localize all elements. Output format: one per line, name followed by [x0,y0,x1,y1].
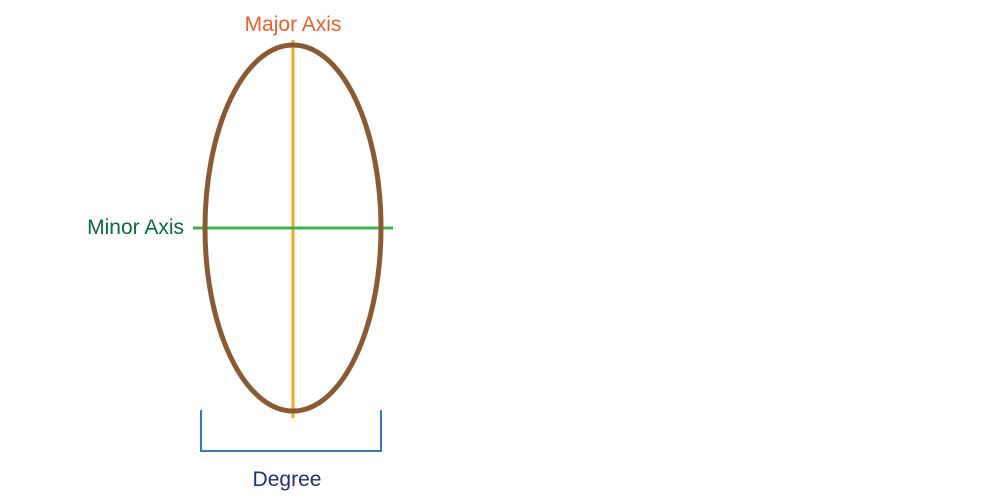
ellipse-outline [202,42,384,414]
major-axis-label: Major Axis [245,13,342,36]
degree-bracket [200,410,382,452]
degree-label: Degree [253,468,322,491]
minor-axis-label: Minor Axis [87,216,184,239]
